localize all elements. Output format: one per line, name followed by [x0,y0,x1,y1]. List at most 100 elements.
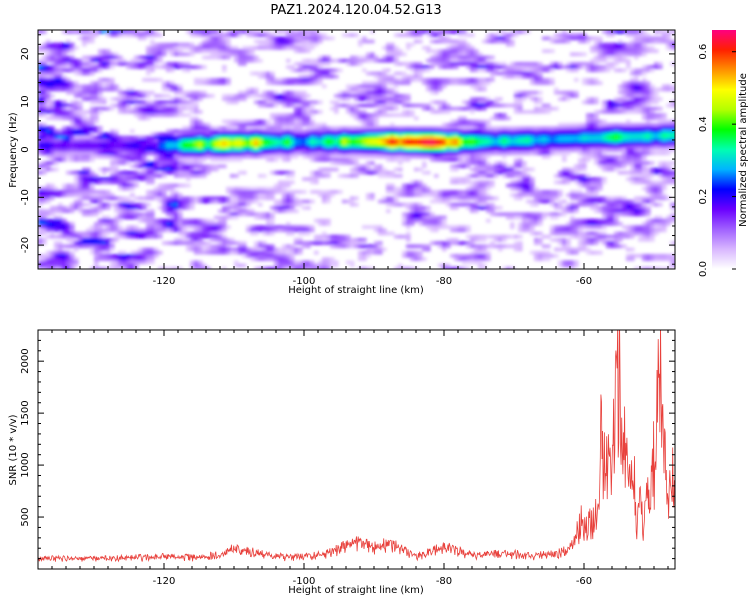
spectrogram-cell [198,161,203,165]
spectrogram-cell [454,58,459,63]
spectrogram-cell [406,135,411,140]
spectrogram-cell [66,154,71,159]
spectrogram-cell [158,151,163,156]
spectrogram-cell [110,161,115,165]
spectrogram-cell [98,167,103,172]
spectrogram-cell [478,180,483,185]
spectrogram-cell [90,138,95,143]
spectrogram-cell [394,113,399,117]
spectrogram-cell [70,122,75,127]
spectrogram-cell [102,170,107,175]
spectrogram-cell [74,65,79,69]
spectrogram-cell [666,167,671,172]
spectrogram-cell [434,132,439,137]
spectrogram-cell [558,97,563,101]
spectrogram-cell [546,106,551,111]
spectrogram-cell [166,154,171,159]
spectrogram-cell [126,65,131,69]
spectrogram-cell [438,193,443,197]
spectrogram-cell [134,164,139,169]
spectrogram-cell [318,170,323,175]
spectrogram-cell [426,46,431,50]
spectrogram-cell [358,113,363,117]
spectrogram-cell [666,87,671,92]
spectrogram-cell [362,132,367,137]
spectrogram-cell [230,174,235,178]
spectrogram-cell [446,145,451,149]
spectrogram-cell [638,180,643,185]
spectrogram-cell [514,90,519,95]
spectrogram-cell [478,158,483,162]
spectrogram-cell [322,58,327,63]
spectrogram-cell [510,167,515,172]
spectrogram-cell [490,68,495,73]
spectrogram-cell [262,196,267,201]
spectrogram-cell [566,90,571,95]
spectrogram-cell [650,138,655,143]
spectrogram-cell [82,65,87,69]
spectrogram-cell [102,100,107,105]
spectrogram-cell [170,148,175,153]
spectrogram-cell [242,52,247,57]
spectrogram-cell [458,42,463,47]
spectrogram-cell [146,78,151,82]
spectrogram-cell [90,190,95,194]
spectrogram-cell [198,148,203,153]
spectrogram-cell [258,74,263,79]
spectrogram-cell [526,90,531,95]
spectrogram-cell [490,142,495,146]
spectrogram-cell [446,129,451,133]
spectrogram-cell [62,52,67,57]
spectrogram-cell [422,151,427,156]
spectrogram-cell [658,193,663,197]
spectrogram-cell [358,90,363,95]
spectrogram-cell [106,151,111,156]
spectrogram-cell [378,58,383,63]
spectrogram-cell [210,154,215,159]
spectrogram-cell [42,161,47,165]
spectrogram-cell [138,161,143,165]
spectrogram-cell [414,151,419,156]
spectrogram-cell [246,135,251,140]
spectrogram-cell [670,100,675,105]
spectrogram-cell [410,186,415,191]
spectrogram-cell [306,154,311,159]
spectrogram-cell [654,126,659,130]
spectrogram-cell [354,161,359,165]
spectrogram-cell [166,113,171,117]
spectrogram-cell [330,167,335,172]
spectrogram-cell [134,138,139,143]
spectrogram-cell [154,190,159,194]
spectrogram-cell [202,94,207,98]
spectrogram-cell [42,129,47,133]
spectrogram-cell [474,170,479,175]
spectrogram-cell [42,151,47,156]
spectrogram-cell [510,170,515,175]
spectrogram-cell [326,174,331,178]
spectrogram-cell [634,158,639,162]
spectrogram-cell [62,190,67,194]
spectrogram-cell [418,154,423,159]
spectrogram-cell [106,135,111,140]
spectrogram-cell [634,30,639,34]
spectrogram-cell [526,174,531,178]
spectrogram-cell [102,151,107,156]
spectrogram-cell [150,55,155,60]
spectrogram-cell [118,30,123,34]
spectrogram-cell [314,126,319,130]
spectrogram-cell [650,49,655,53]
spectrogram-cell [146,62,151,66]
spectrogram-cell [626,49,631,53]
spectrogram-cell [594,68,599,73]
spectrogram-cell [462,190,467,194]
spectrogram-cell [94,190,99,194]
spectrogram-cell [38,94,43,98]
spectrogram-cell [402,145,407,149]
spectrogram-cell [510,135,515,140]
spectrogram-cell [490,39,495,44]
spectrogram-cell [646,116,651,121]
spectrogram-cell [190,135,195,140]
spectrogram-cell [210,30,215,34]
spectrogram-cell [218,42,223,47]
spectrogram-cell [526,167,531,172]
